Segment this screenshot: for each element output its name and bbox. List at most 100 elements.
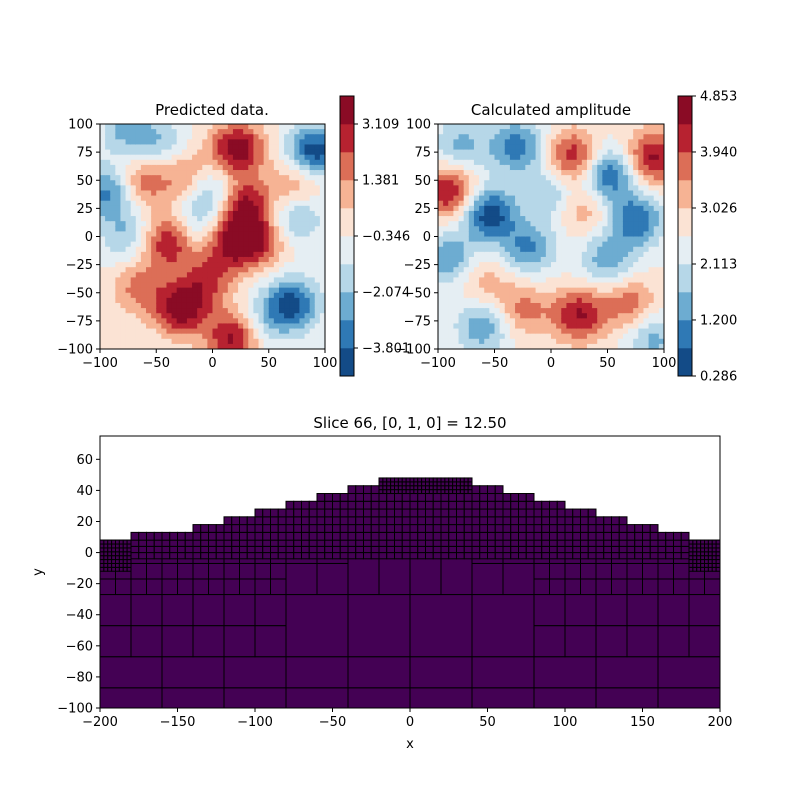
contour-cell [643,262,650,268]
contour-cell [120,282,127,289]
contour-cell [504,205,511,212]
contour-cell [468,124,475,130]
contour-cell [540,318,547,325]
contour-cell [181,302,188,309]
contour-cell [248,200,255,207]
contour-cell [576,262,583,268]
contour-cell [135,328,142,335]
contour-cell [268,262,275,268]
contour-cell [222,302,229,309]
mesh-cell [231,552,240,560]
mesh-cell [386,539,395,547]
mesh-cell [533,500,543,510]
contour-cell [443,200,449,207]
contour-cell [504,297,511,304]
contour-cell [509,205,516,212]
contour-cell [146,282,152,289]
mesh-cell [115,555,120,561]
contour-cell [105,282,111,289]
contour-cell [653,323,660,330]
contour-cell [638,190,645,197]
contour-cell [586,251,593,258]
contour-cell [130,236,137,243]
mesh-cell [556,508,566,518]
mesh-cell [115,539,120,545]
contour-cell [309,221,316,227]
colorbar-band [340,320,354,349]
contour-cell [248,195,255,202]
contour-cell [468,139,475,146]
contour-cell [628,246,634,253]
contour-cell [648,149,655,156]
contour-cell [453,164,460,171]
mesh-cell [409,531,419,541]
contour-cell [105,333,111,340]
contour-cell [314,216,321,222]
contour-cell [453,221,460,227]
contour-cell [186,175,193,181]
contour-cell [268,256,275,263]
contour-cell [581,272,588,279]
contour-cell [140,170,147,176]
contour-cell [243,241,249,248]
contour-cell [622,129,629,135]
mesh-cell [448,508,457,518]
mesh-cell [463,545,473,554]
mesh-cell [436,481,442,487]
contour-cell [638,313,645,319]
contour-cell [658,210,664,217]
mesh-cell [394,508,403,518]
contour-cell [263,175,270,181]
mesh-cell [456,516,465,526]
contour-cell [515,170,521,176]
contour-cell [504,180,511,186]
contour-cell [592,318,598,325]
contour-cell [197,200,203,207]
contour-cell [597,262,603,268]
contour-cell [135,282,142,289]
contour-cell [453,210,460,217]
y-tick-label: 40 [76,484,93,499]
contour-cell [258,231,265,238]
contour-cell [633,313,639,319]
contour-cell [156,129,162,135]
mesh-cell [285,524,295,533]
contour-cell [197,164,203,171]
contour-cell [304,256,311,263]
mesh-cell [401,489,407,495]
contour-cell [576,164,583,171]
contour-cell [504,287,511,294]
contour-cell [515,154,521,161]
contour-cell [176,159,183,166]
colorbar-band [340,236,354,265]
contour-cell [520,318,526,325]
contour-cell [248,180,255,186]
mesh-cell [611,539,620,547]
mesh-cell [115,559,120,564]
contour-cell [140,302,147,309]
contour-cell [207,246,214,253]
contour-cell [658,246,664,253]
contour-cell [105,226,111,232]
contour-cell [166,287,173,294]
contour-cell [105,328,111,335]
contour-cell [197,129,203,135]
contour-cell [489,205,496,212]
contour-cell [453,205,460,212]
contour-cell [212,343,219,349]
contour-cell [458,231,465,238]
contour-cell [530,205,537,212]
contour-cell [217,343,224,349]
contour-cell [161,287,168,294]
contour-cell [181,226,188,232]
x-tick-label: 0 [406,715,414,730]
contour-cell [556,343,562,349]
contour-cell [576,231,583,238]
contour-cell [545,205,552,212]
contour-cell [545,318,552,325]
contour-cell [545,200,552,207]
contour-cell [571,287,578,294]
contour-cell [156,226,162,232]
contour-cell [515,185,521,192]
